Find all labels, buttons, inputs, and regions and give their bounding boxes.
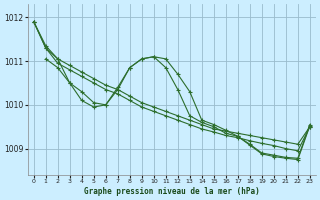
X-axis label: Graphe pression niveau de la mer (hPa): Graphe pression niveau de la mer (hPa) [84,187,260,196]
